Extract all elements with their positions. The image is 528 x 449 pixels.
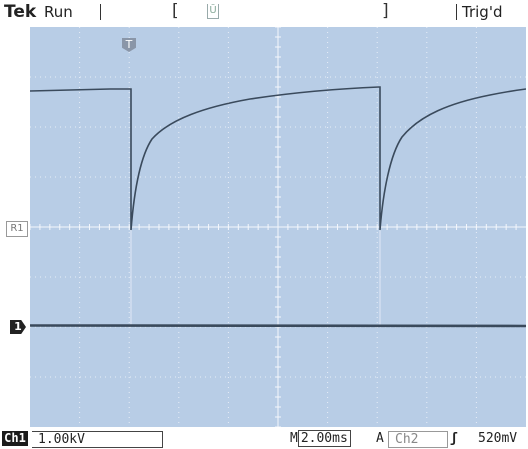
trigger-position-icon: Ū bbox=[207, 4, 219, 19]
channel-1-trace bbox=[30, 324, 526, 328]
channel-2-trace bbox=[30, 86, 526, 231]
record-bracket-right: ] bbox=[382, 1, 389, 21]
trigger-source[interactable]: Ch2 bbox=[388, 431, 448, 448]
timebase-value: 2.00ms bbox=[297, 430, 351, 447]
reference-marker[interactable]: R1 bbox=[6, 221, 28, 237]
acquisition-mode: A bbox=[376, 431, 384, 446]
divider bbox=[456, 4, 457, 20]
timebase-prefix: M bbox=[290, 431, 298, 446]
channel-label[interactable]: Ch1 bbox=[2, 431, 28, 446]
channel-scale[interactable]: 1.00kV bbox=[32, 431, 163, 448]
record-bracket-left: [ bbox=[172, 1, 179, 21]
brand-label: Tek bbox=[4, 2, 37, 22]
trigger-status: Trig'd bbox=[462, 3, 503, 21]
divider bbox=[100, 4, 101, 20]
trigger-level[interactable]: 520mV bbox=[478, 431, 518, 446]
waveform-display[interactable] bbox=[30, 27, 526, 427]
trigger-marker[interactable]: T bbox=[122, 38, 136, 52]
channel-1-marker[interactable]: 1 bbox=[10, 320, 26, 334]
status-bar: Tek Run [ Ū ] Trig'd bbox=[0, 0, 528, 26]
run-state: Run bbox=[44, 3, 73, 21]
graticule-and-traces bbox=[30, 27, 526, 427]
timebase-readout[interactable]: M 2.00ms bbox=[290, 430, 351, 447]
readout-bar: Ch1 1.00kV M 2.00ms A Ch2 ʃ 520mV bbox=[0, 429, 528, 449]
rising-edge-icon: ʃ bbox=[450, 431, 458, 446]
